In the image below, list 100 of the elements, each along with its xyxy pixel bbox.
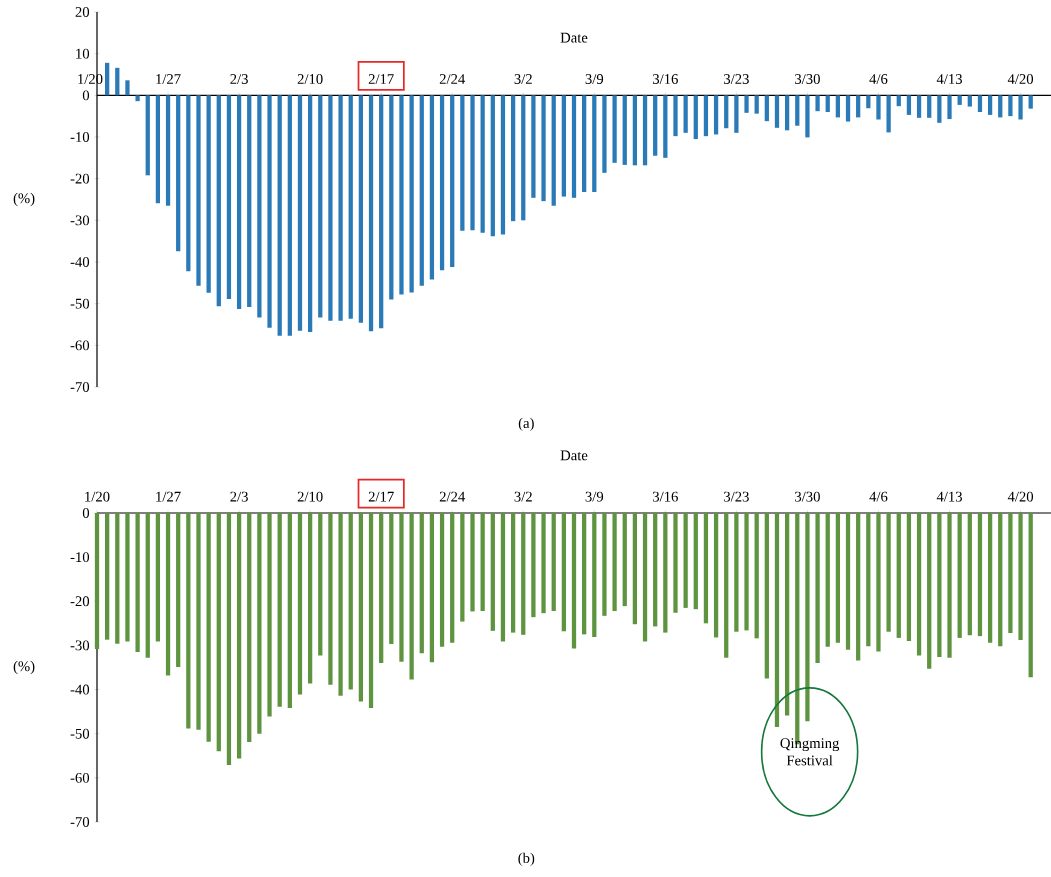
bar bbox=[318, 95, 323, 318]
bar bbox=[216, 95, 221, 307]
bar bbox=[805, 95, 810, 138]
bar bbox=[774, 95, 780, 128]
bar bbox=[876, 95, 881, 120]
bar bbox=[226, 95, 232, 300]
bar bbox=[683, 95, 688, 133]
bar bbox=[744, 95, 749, 113]
x-tick-label: 3/30 bbox=[795, 74, 820, 84]
y-tick-label: -50 bbox=[70, 728, 90, 739]
x-tick-label: 3/16 bbox=[653, 74, 678, 84]
bar bbox=[1028, 95, 1033, 109]
y-tick-label: 0 bbox=[82, 90, 90, 101]
x-tick-label: 3/16 bbox=[653, 491, 678, 502]
text: (a) bbox=[518, 417, 534, 431]
bar bbox=[247, 95, 252, 307]
y-tick-label: -60 bbox=[70, 340, 90, 351]
bar bbox=[409, 95, 414, 293]
bar bbox=[866, 95, 871, 109]
y-tick-label: -40 bbox=[70, 684, 90, 695]
y-tick-label: -20 bbox=[70, 596, 90, 607]
y-tick-label: -70 bbox=[70, 382, 90, 392]
x-tick-label: 3/2 bbox=[514, 491, 532, 502]
bar bbox=[663, 95, 668, 158]
bar bbox=[967, 95, 972, 107]
bar bbox=[480, 95, 485, 233]
bar bbox=[500, 95, 506, 235]
bar bbox=[155, 95, 161, 204]
bar bbox=[795, 95, 800, 126]
bar bbox=[764, 95, 769, 122]
bar bbox=[815, 95, 820, 112]
bar bbox=[115, 67, 120, 96]
y-axis-title: (%) bbox=[13, 192, 35, 207]
bar bbox=[632, 95, 638, 166]
bar bbox=[399, 95, 404, 295]
x-tick-label: 4/6 bbox=[869, 74, 888, 84]
bar bbox=[277, 95, 282, 336]
bar bbox=[1018, 95, 1023, 120]
bar bbox=[582, 95, 587, 192]
bar bbox=[703, 95, 709, 137]
bar bbox=[348, 95, 353, 319]
bar bbox=[297, 95, 303, 331]
bar bbox=[186, 95, 191, 272]
x-tick-label: 4/20 bbox=[1007, 74, 1034, 84]
bar bbox=[571, 95, 577, 198]
bar bbox=[845, 95, 851, 122]
bar bbox=[450, 95, 455, 267]
bar bbox=[906, 95, 912, 115]
bar bbox=[856, 95, 861, 118]
y-tick-label: 20 bbox=[75, 7, 90, 17]
bar bbox=[1008, 95, 1013, 117]
bar bbox=[490, 95, 495, 237]
bar bbox=[927, 95, 932, 118]
bar bbox=[236, 95, 242, 310]
bar bbox=[653, 95, 658, 156]
bar bbox=[734, 95, 739, 133]
annotation: Qingming Festival bbox=[780, 738, 840, 766]
bar bbox=[916, 95, 922, 118]
x-tick-label: 4/6 bbox=[869, 491, 888, 502]
x-tick-label: 1/27 bbox=[156, 74, 181, 84]
bar bbox=[429, 95, 435, 280]
x-tick-label: 3/9 bbox=[585, 491, 604, 502]
bar bbox=[307, 95, 313, 332]
y-tick-label: -70 bbox=[70, 817, 90, 827]
bar bbox=[125, 80, 130, 96]
y-tick-label: -60 bbox=[70, 772, 90, 783]
x-tick-label: 3/23 bbox=[724, 491, 749, 502]
bar bbox=[987, 95, 993, 115]
bar bbox=[196, 95, 201, 286]
x-tick-label: 2/24 bbox=[439, 491, 466, 502]
bar bbox=[673, 95, 678, 137]
bar bbox=[105, 62, 110, 96]
bar bbox=[460, 95, 465, 231]
bar bbox=[439, 95, 445, 271]
bar bbox=[541, 95, 546, 202]
y-tick-label: 0 bbox=[82, 508, 90, 518]
y-tick-label: -10 bbox=[70, 552, 90, 563]
bar bbox=[531, 95, 536, 198]
bar bbox=[977, 95, 983, 112]
bar bbox=[592, 95, 597, 192]
bar bbox=[825, 95, 830, 112]
bar bbox=[368, 95, 374, 332]
x-tick-label: 4/13 bbox=[936, 491, 962, 502]
y-tick-label: -30 bbox=[70, 215, 90, 226]
y-tick-label: -20 bbox=[70, 173, 90, 184]
bar bbox=[206, 95, 211, 293]
bar bbox=[165, 95, 171, 206]
bar bbox=[521, 95, 526, 221]
bar bbox=[470, 95, 475, 231]
x-tick-label: 2/17 bbox=[368, 491, 394, 502]
bar bbox=[510, 95, 516, 222]
bar bbox=[947, 95, 952, 120]
bar bbox=[358, 95, 364, 323]
bar bbox=[389, 95, 394, 300]
y-tick-label: 10 bbox=[76, 48, 90, 59]
bar bbox=[937, 95, 942, 123]
x-tick-label: 2/3 bbox=[230, 74, 248, 84]
y-tick-label: -40 bbox=[70, 257, 90, 267]
x-tick-label: 2/24 bbox=[439, 74, 466, 84]
bar bbox=[257, 95, 262, 318]
